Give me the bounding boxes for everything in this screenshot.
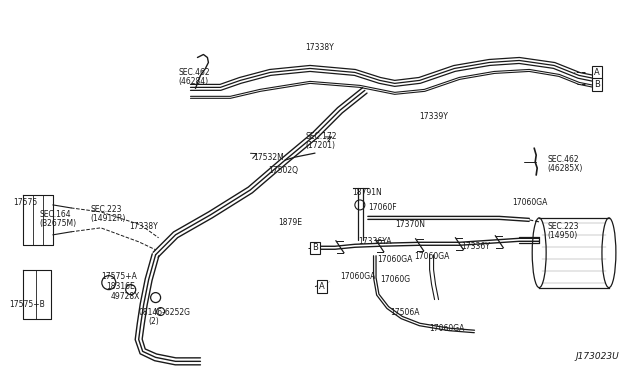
Text: B: B (594, 80, 600, 89)
Text: 17370N: 17370N (395, 220, 425, 229)
Text: SEC.164: SEC.164 (39, 210, 70, 219)
Text: 18316E: 18316E (106, 282, 134, 291)
Text: 17060GA: 17060GA (512, 198, 548, 207)
Text: 17336YA: 17336YA (358, 237, 391, 246)
Text: 17575+A: 17575+A (101, 272, 137, 281)
Text: 17060F: 17060F (368, 203, 396, 212)
Text: B: B (312, 243, 318, 252)
Text: 17060GA: 17060GA (340, 272, 375, 281)
Text: 1879E: 1879E (278, 218, 302, 227)
Text: 17339Y: 17339Y (420, 112, 449, 121)
Text: 17502Q: 17502Q (268, 166, 298, 175)
Text: 17575: 17575 (13, 198, 37, 207)
Text: SEC.223: SEC.223 (91, 205, 122, 214)
Text: 17506A: 17506A (390, 308, 419, 317)
Text: (B2675M): (B2675M) (39, 219, 76, 228)
Text: 17338Y: 17338Y (305, 42, 334, 52)
Text: 18791N: 18791N (352, 188, 381, 197)
Text: 17060GA: 17060GA (429, 324, 465, 333)
Text: (46284): (46284) (179, 77, 209, 86)
Text: A: A (319, 282, 325, 291)
Text: 08146-6252G: 08146-6252G (139, 308, 191, 317)
Text: (14950): (14950) (547, 231, 577, 240)
Text: 17336Y: 17336Y (461, 242, 490, 251)
Text: 17060GA: 17060GA (415, 252, 450, 261)
Text: 17532M: 17532M (253, 153, 284, 162)
Text: (46285X): (46285X) (547, 164, 582, 173)
Text: (14912R): (14912R) (91, 214, 126, 223)
Text: A: A (594, 68, 600, 77)
Text: 49728X: 49728X (111, 292, 140, 301)
Text: SEC.462: SEC.462 (179, 68, 210, 77)
Text: SEC.462: SEC.462 (547, 155, 579, 164)
Text: (17201): (17201) (305, 141, 335, 150)
Text: 17338Y: 17338Y (129, 222, 157, 231)
Text: 17060GA: 17060GA (377, 255, 412, 264)
Text: 17060G: 17060G (380, 275, 410, 284)
Text: 17575+B: 17575+B (9, 299, 45, 309)
Text: J173023U: J173023U (575, 352, 619, 361)
Text: SEC.172: SEC.172 (305, 132, 337, 141)
Text: (2): (2) (148, 317, 159, 326)
Text: SEC.223: SEC.223 (547, 222, 579, 231)
